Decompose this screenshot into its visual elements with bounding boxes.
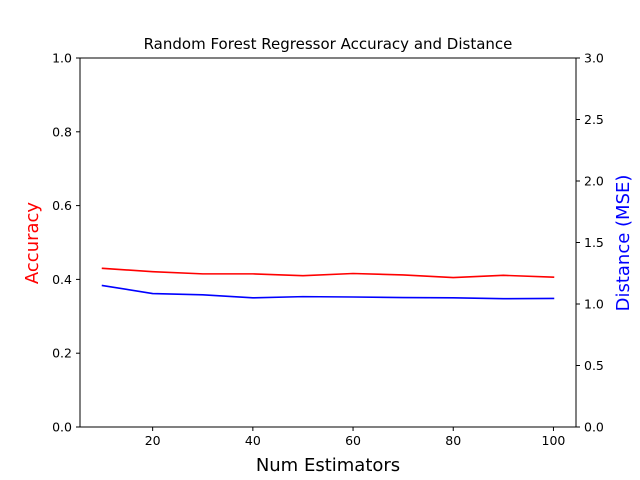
y-right-tick-label: 1.5 bbox=[584, 235, 604, 250]
plot-layer: 20 40 60 80 100 0.0 0.2 0.4 0.6 0.8 1.0 0.0 0.5 1.0 1.… bbox=[52, 51, 604, 449]
y-axis-label-right: Distance (MSE) bbox=[613, 175, 634, 312]
x-tick-label: 60 bbox=[345, 433, 361, 448]
y-right-tick-label: 0.0 bbox=[584, 420, 604, 435]
x-axis-label: Num Estimators bbox=[256, 455, 400, 476]
chart-title: Random Forest Regressor Accuracy and Dis… bbox=[144, 35, 513, 53]
y-right-tick-label: 3.0 bbox=[584, 51, 604, 66]
y-left-tick-label: 0.4 bbox=[52, 272, 72, 287]
x-tick-label: 80 bbox=[445, 433, 461, 448]
y-left-tick-label: 0.8 bbox=[52, 124, 72, 139]
x-tick-label: 100 bbox=[542, 433, 566, 448]
y-left-tick-label: 0.0 bbox=[52, 420, 72, 435]
y-right-tick-label: 2.0 bbox=[584, 174, 604, 189]
x-tick-label: 20 bbox=[145, 433, 161, 448]
accuracy-series-line bbox=[101, 267, 555, 279]
y-right-tick-label: 2.5 bbox=[584, 112, 604, 127]
x-tick-label: 40 bbox=[245, 433, 261, 448]
plot-frame bbox=[79, 57, 577, 428]
y-left-tick-label: 0.2 bbox=[52, 346, 72, 361]
distance-series-line bbox=[101, 284, 555, 300]
y-left-tick-label: 0.6 bbox=[52, 198, 72, 213]
y-left-tick-label: 1.0 bbox=[52, 51, 72, 66]
y-right-tick-label: 0.5 bbox=[584, 358, 604, 373]
y-right-tick-label: 1.0 bbox=[584, 297, 604, 312]
y-axis-label-left: Accuracy bbox=[22, 202, 43, 285]
